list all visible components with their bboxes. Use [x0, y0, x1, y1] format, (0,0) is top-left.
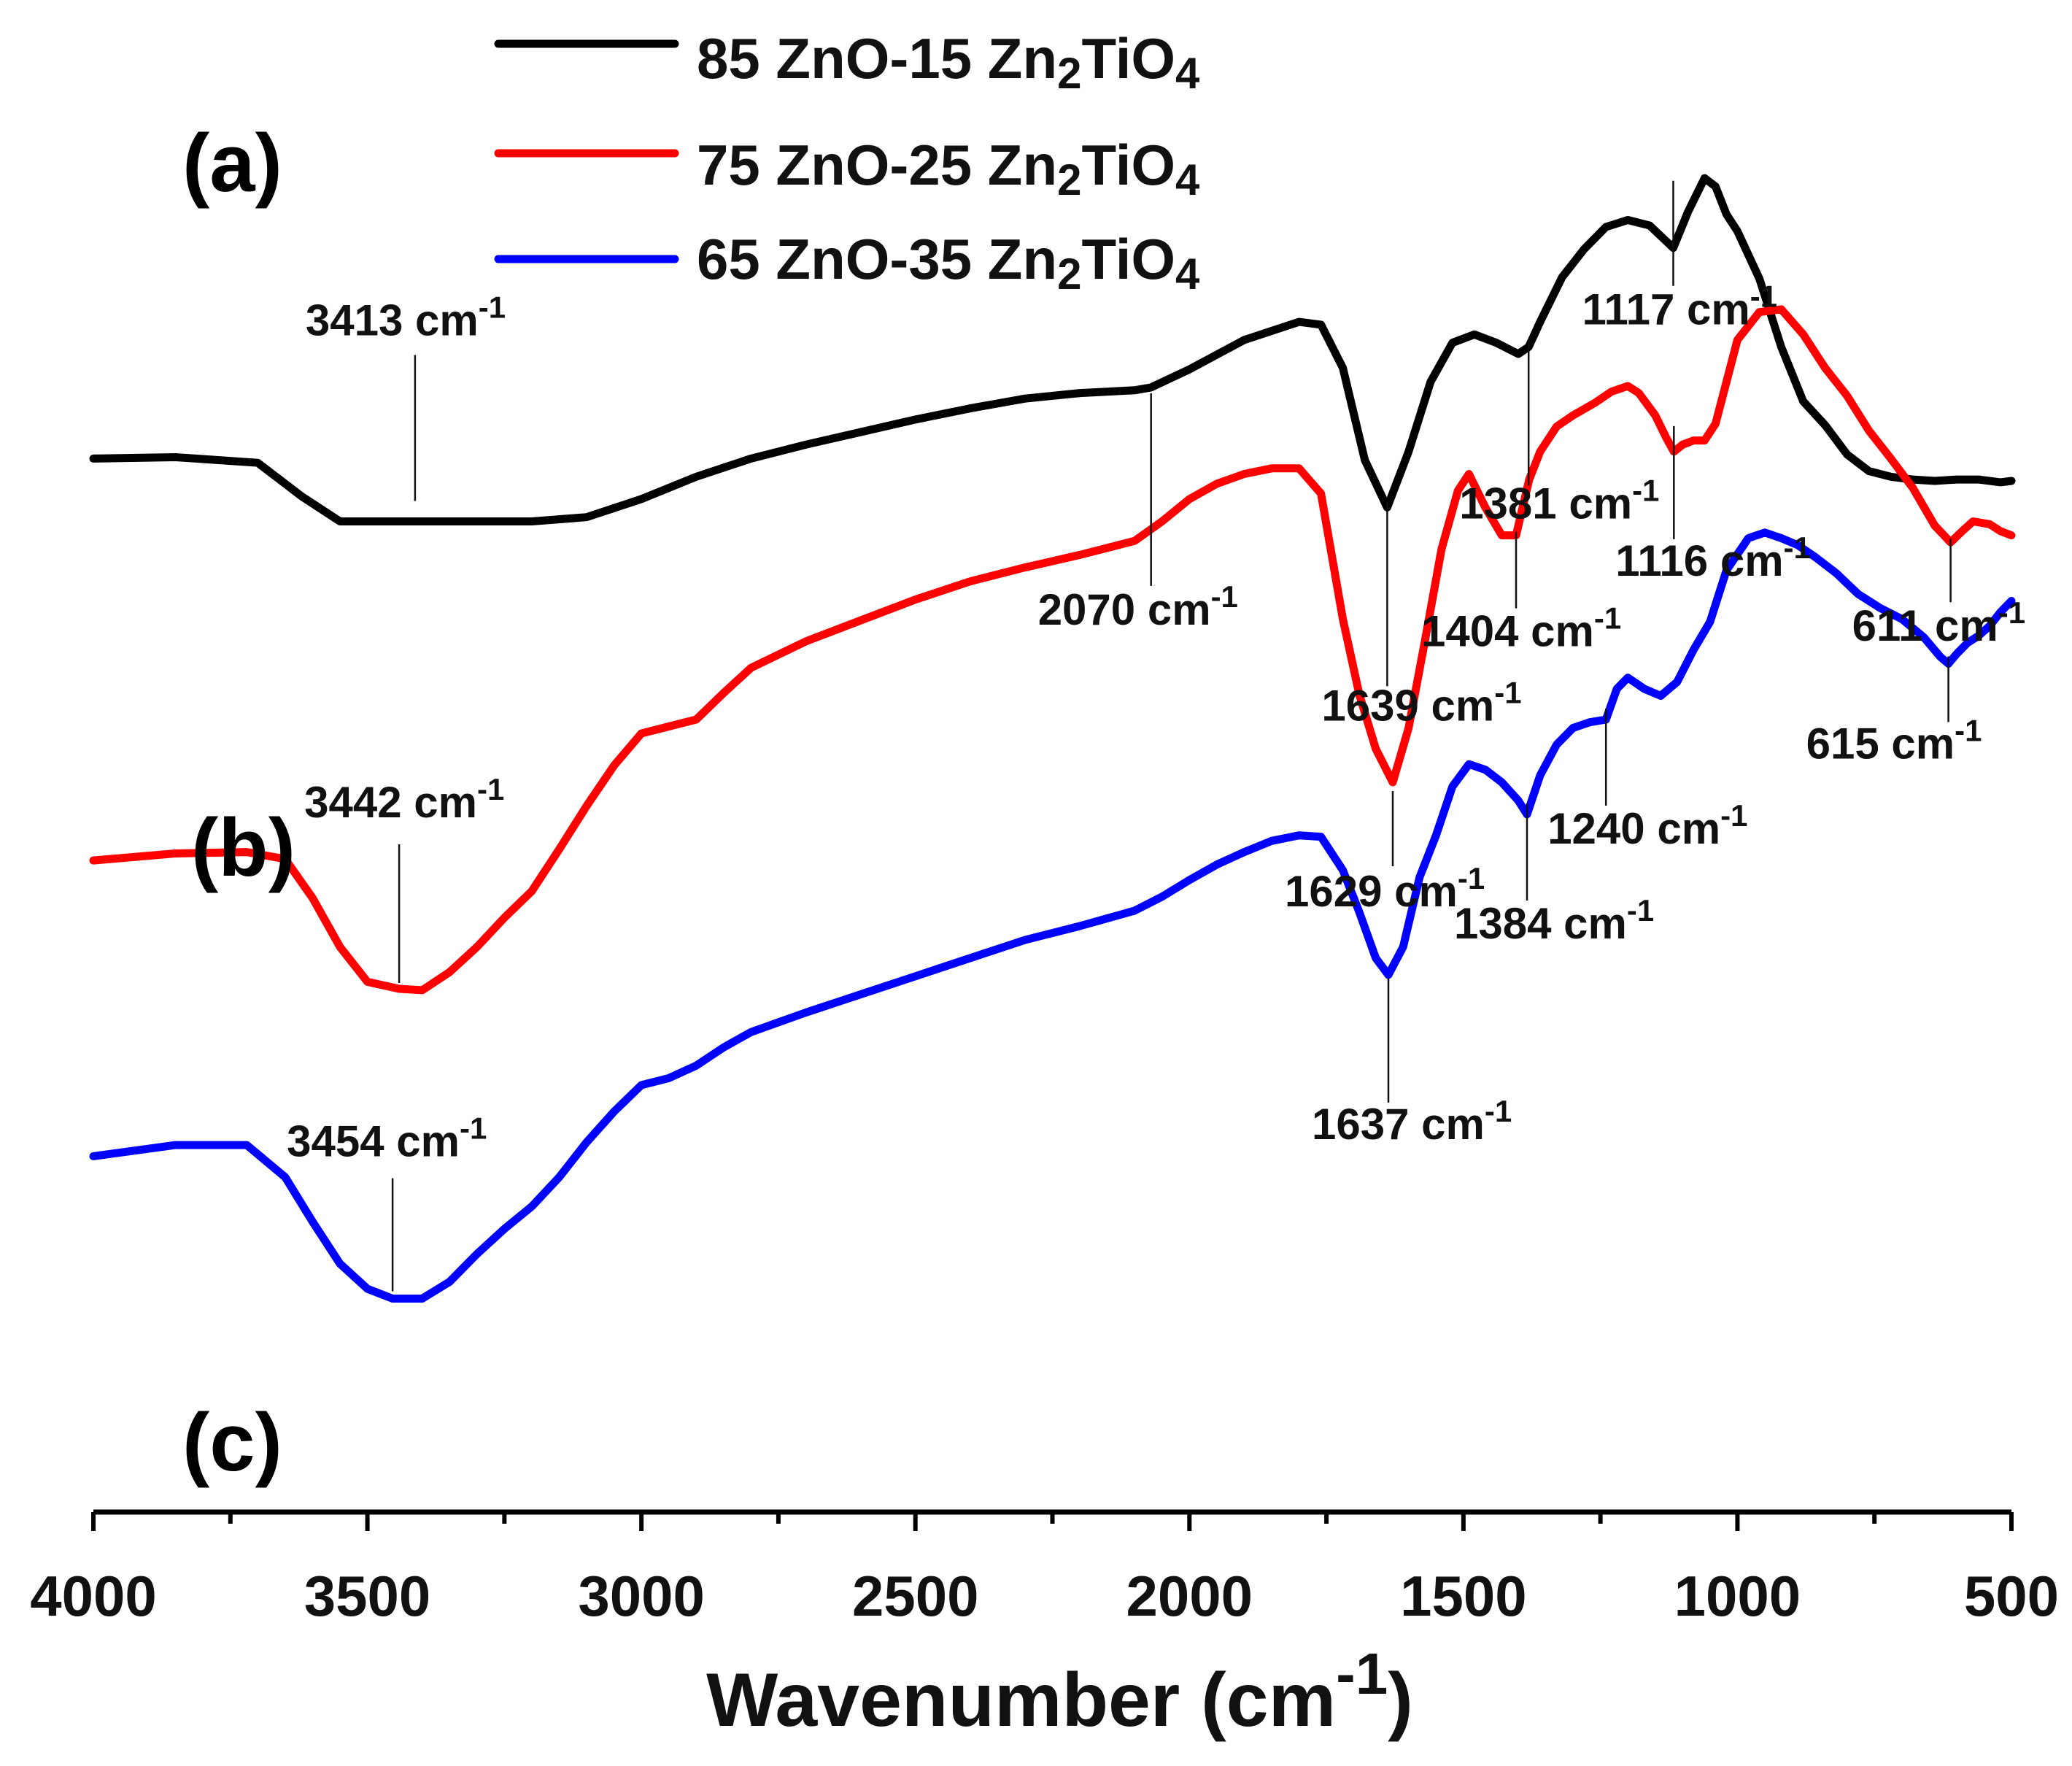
x-tick-label-1500: 1500 — [1400, 1564, 1527, 1628]
panel-label-a: (a) — [182, 117, 282, 209]
panel-label-layer: (a) (b) (c) — [182, 117, 295, 1488]
x-tick-label-2000: 2000 — [1126, 1564, 1253, 1628]
peak-label-2070: 2070 cm-1 — [1038, 579, 1238, 634]
peak-label-1637: 1637 cm-1 — [1312, 1094, 1512, 1149]
peak-label-611: 611 cm-1 — [1852, 595, 2026, 650]
peak-label-1404: 1404 cm-1 — [1421, 601, 1621, 656]
peak-label-1629: 1629 cm-1 — [1285, 861, 1485, 916]
peak-label-1384: 1384 cm-1 — [1454, 893, 1654, 948]
panel-label-c: (c) — [182, 1397, 282, 1488]
x-axis-label: Wavenumber (cm-1) — [706, 1641, 1413, 1743]
peak-label-layer: 3413 cm-1 2070 cm-1 1639 cm-1 1381 cm-1 1117… — [287, 279, 2025, 1166]
x-tick-label-3500: 3500 — [304, 1564, 431, 1628]
peak-label-1117: 1117 cm-1 — [1582, 279, 1778, 334]
legend: 85 ZnO-15 Zn2TiO4 75 ZnO-25 Zn2TiO4 65 ZnO… — [494, 26, 1200, 298]
peak-label-1116: 1116 cm-1 — [1615, 531, 1811, 585]
peak-label-1639: 1639 cm-1 — [1321, 675, 1521, 730]
peak-leader-layer — [391, 180, 1952, 1292]
peak-label-1240: 1240 cm-1 — [1547, 798, 1747, 853]
x-tick-label-2500: 2500 — [852, 1564, 979, 1628]
legend-entry-75-zno-25-zn2tio4: 75 ZnO-25 Zn2TiO4 — [697, 133, 1200, 204]
series-line-85-zno-15-zn2tio4 — [89, 174, 2016, 525]
series-layer — [89, 174, 2016, 1303]
series-line-65-zno-35-zn2tio4 — [89, 528, 2016, 1303]
x-axis: 4000 3500 3000 2500 2000 1500 1000 500 — [30, 1509, 2059, 1628]
peak-label-3454: 3454 cm-1 — [287, 1111, 487, 1166]
peak-label-1381: 1381 cm-1 — [1459, 474, 1659, 528]
legend-entry-85-zno-15-zn2tio4: 85 ZnO-15 Zn2TiO4 — [697, 26, 1200, 98]
peak-label-3442: 3442 cm-1 — [304, 772, 504, 827]
x-tick-label-3000: 3000 — [578, 1564, 705, 1628]
legend-entry-65-zno-35-zn2tio4: 65 ZnO-35 Zn2TiO4 — [697, 227, 1200, 298]
x-tick-label-500: 500 — [1964, 1564, 2059, 1628]
peak-label-3413: 3413 cm-1 — [306, 290, 506, 345]
peak-label-615: 615 cm-1 — [1806, 714, 1982, 768]
series-line-75-zno-25-zn2tio4 — [89, 305, 2016, 995]
panel-label-b: (b) — [191, 802, 295, 893]
x-tick-label-4000: 4000 — [30, 1564, 157, 1628]
x-tick-label-1000: 1000 — [1674, 1564, 1801, 1628]
